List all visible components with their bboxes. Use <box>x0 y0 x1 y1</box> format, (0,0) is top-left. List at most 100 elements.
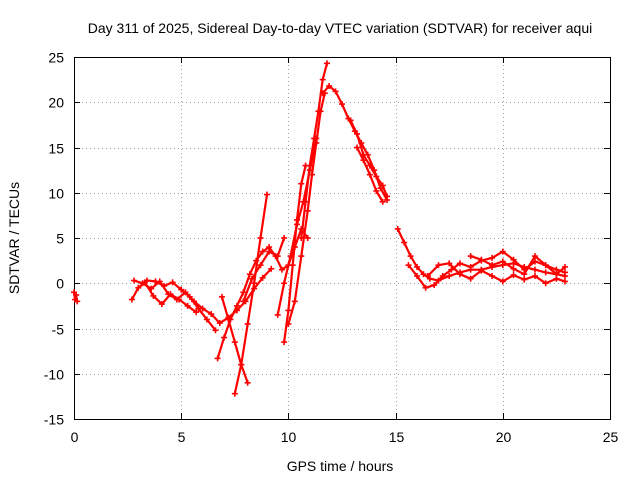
data-point <box>354 144 361 151</box>
data-point <box>203 316 210 323</box>
data-series-s8 <box>240 235 288 305</box>
data-point <box>424 273 431 280</box>
y-tick-label: 0 <box>56 276 64 292</box>
data-point <box>448 266 455 273</box>
data-point <box>289 262 296 269</box>
data-point <box>510 272 517 279</box>
data-point <box>467 275 474 282</box>
data-point <box>373 187 380 194</box>
data-point <box>489 254 496 261</box>
data-point <box>489 262 496 269</box>
data-point <box>176 296 183 303</box>
y-tick-label: 10 <box>48 186 64 202</box>
y-tick-label: -10 <box>44 367 64 383</box>
y-tick-label: -5 <box>52 322 65 338</box>
tick-layer <box>74 57 611 420</box>
data-point <box>553 271 560 278</box>
data-point <box>278 266 285 273</box>
data-point <box>266 248 273 255</box>
data-point <box>257 235 264 241</box>
data-point <box>285 320 292 327</box>
data-point <box>184 302 191 309</box>
data-point <box>274 253 281 260</box>
data-point <box>319 90 326 97</box>
data-point <box>199 305 206 312</box>
data-point <box>131 277 138 284</box>
data-point <box>298 180 305 187</box>
data-point <box>156 278 163 285</box>
data-series-s18 <box>424 260 568 287</box>
data-point <box>268 265 275 272</box>
data-point <box>510 256 517 263</box>
series-trace <box>283 164 307 344</box>
data-point <box>446 273 453 280</box>
data-point <box>304 235 311 241</box>
data-point <box>73 292 80 299</box>
data-point <box>315 108 322 115</box>
x-tick-labels: 0 5 10 15 20 25 <box>71 429 619 445</box>
data-point <box>379 182 386 189</box>
data-point <box>212 327 219 334</box>
data-point <box>354 130 361 137</box>
data-point <box>233 302 240 309</box>
data-point <box>313 135 320 142</box>
data-point <box>414 273 421 280</box>
data-point <box>531 253 538 260</box>
data-point <box>225 316 232 323</box>
data-series-s1 <box>71 289 81 305</box>
data-point <box>332 88 339 95</box>
data-point <box>542 262 549 269</box>
chart-title: Day 311 of 2025, Sidereal Day-to-day VTE… <box>88 20 592 36</box>
x-tick-label: 20 <box>496 429 512 445</box>
data-series-s14 <box>347 117 391 200</box>
data-point <box>420 271 427 278</box>
data-point <box>257 262 264 269</box>
data-point <box>218 293 225 300</box>
series-trace <box>242 236 286 303</box>
data-point <box>347 117 354 124</box>
data-point <box>244 379 251 386</box>
data-point <box>214 355 221 362</box>
data-point <box>240 289 247 296</box>
data-point <box>306 167 313 174</box>
data-point <box>291 298 298 305</box>
data-point <box>542 280 549 287</box>
data-point <box>74 298 81 305</box>
data-point <box>274 311 281 318</box>
data-point <box>531 273 538 280</box>
data-point <box>405 262 412 269</box>
data-point <box>561 263 568 270</box>
data-point <box>339 101 345 108</box>
data-point <box>240 298 247 305</box>
data-point <box>422 284 429 291</box>
data-series-s7 <box>218 293 251 386</box>
data-point <box>244 320 251 327</box>
data-point <box>304 207 311 214</box>
x-axis-label: GPS time / hours <box>287 458 394 474</box>
x-tick-label: 15 <box>389 429 405 445</box>
data-point <box>542 269 549 276</box>
data-point <box>414 263 421 270</box>
data-point <box>158 301 165 308</box>
data-point <box>467 253 474 260</box>
data-point <box>360 157 367 164</box>
data-point <box>298 253 305 260</box>
data-series-s6 <box>231 191 270 397</box>
data-point <box>193 309 200 316</box>
data-series-s12 <box>274 135 320 318</box>
y-tick-label: 15 <box>48 141 64 157</box>
data-series-s4 <box>141 279 200 316</box>
series-trace <box>469 255 567 276</box>
data-point <box>521 271 528 278</box>
y-axis-label: SDTVAR / TECUs <box>6 182 22 294</box>
data-point <box>169 279 176 286</box>
data-point <box>439 273 446 280</box>
data-point <box>182 289 189 296</box>
y-tick-label: 20 <box>48 95 64 111</box>
data-point <box>366 162 373 169</box>
y-tick-label: 5 <box>56 231 64 247</box>
data-point <box>178 286 185 293</box>
data-point <box>407 253 414 260</box>
